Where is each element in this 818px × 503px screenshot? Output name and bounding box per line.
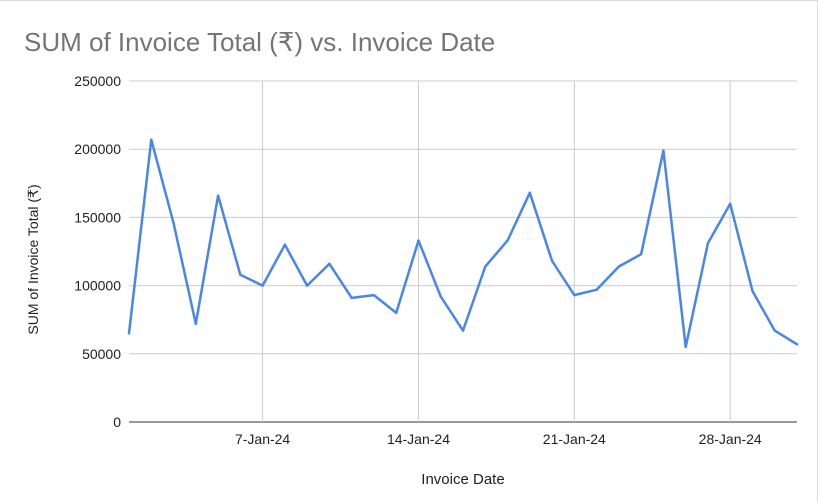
y-tick-label: 150000 — [74, 209, 121, 225]
data-point — [617, 265, 621, 268]
data-point — [372, 293, 376, 297]
data-point — [729, 202, 732, 205]
data-point — [395, 311, 398, 315]
data-point — [261, 284, 264, 287]
data-point — [528, 191, 531, 195]
data-point — [194, 322, 197, 325]
data-point — [662, 149, 665, 152]
x-tick-label: 7-Jan-24 — [235, 431, 290, 447]
data-point — [350, 296, 353, 300]
data-point — [461, 329, 465, 332]
x-tick-label: 28-Jan-24 — [699, 431, 762, 447]
data-point — [706, 242, 710, 245]
y-tick-label: 0 — [113, 414, 121, 430]
y-tick-label: 100000 — [74, 278, 121, 294]
x-tick-label: 14-Jan-24 — [387, 431, 450, 447]
data-point — [150, 138, 153, 141]
data-point — [439, 295, 442, 298]
data-point — [639, 253, 643, 256]
y-tick-label: 250000 — [74, 73, 121, 89]
x-axis-title: Invoice Date — [421, 471, 504, 488]
data-point — [417, 239, 420, 242]
data-point — [751, 289, 754, 293]
data-point — [684, 345, 687, 349]
y-tick-label: 200000 — [74, 141, 121, 157]
data-point — [127, 332, 131, 335]
data-point — [773, 329, 776, 332]
y-tick-label: 50000 — [82, 346, 121, 362]
data-point — [573, 293, 576, 297]
chart-title: SUM of Invoice Total (₹) vs. Invoice Dat… — [24, 27, 496, 57]
data-point — [506, 239, 509, 242]
data-point — [595, 288, 598, 291]
data-point — [484, 265, 487, 268]
data-point — [239, 273, 242, 276]
series-line — [127, 138, 799, 349]
data-point — [795, 343, 799, 346]
y-axis-title: SUM of Invoice Total (₹) — [25, 184, 41, 334]
x-tick-label: 21-Jan-24 — [543, 431, 606, 447]
data-point — [216, 194, 220, 197]
data-point — [172, 221, 175, 225]
data-point — [283, 243, 287, 246]
data-point — [550, 259, 554, 263]
data-point — [328, 262, 331, 265]
data-point — [305, 284, 309, 287]
